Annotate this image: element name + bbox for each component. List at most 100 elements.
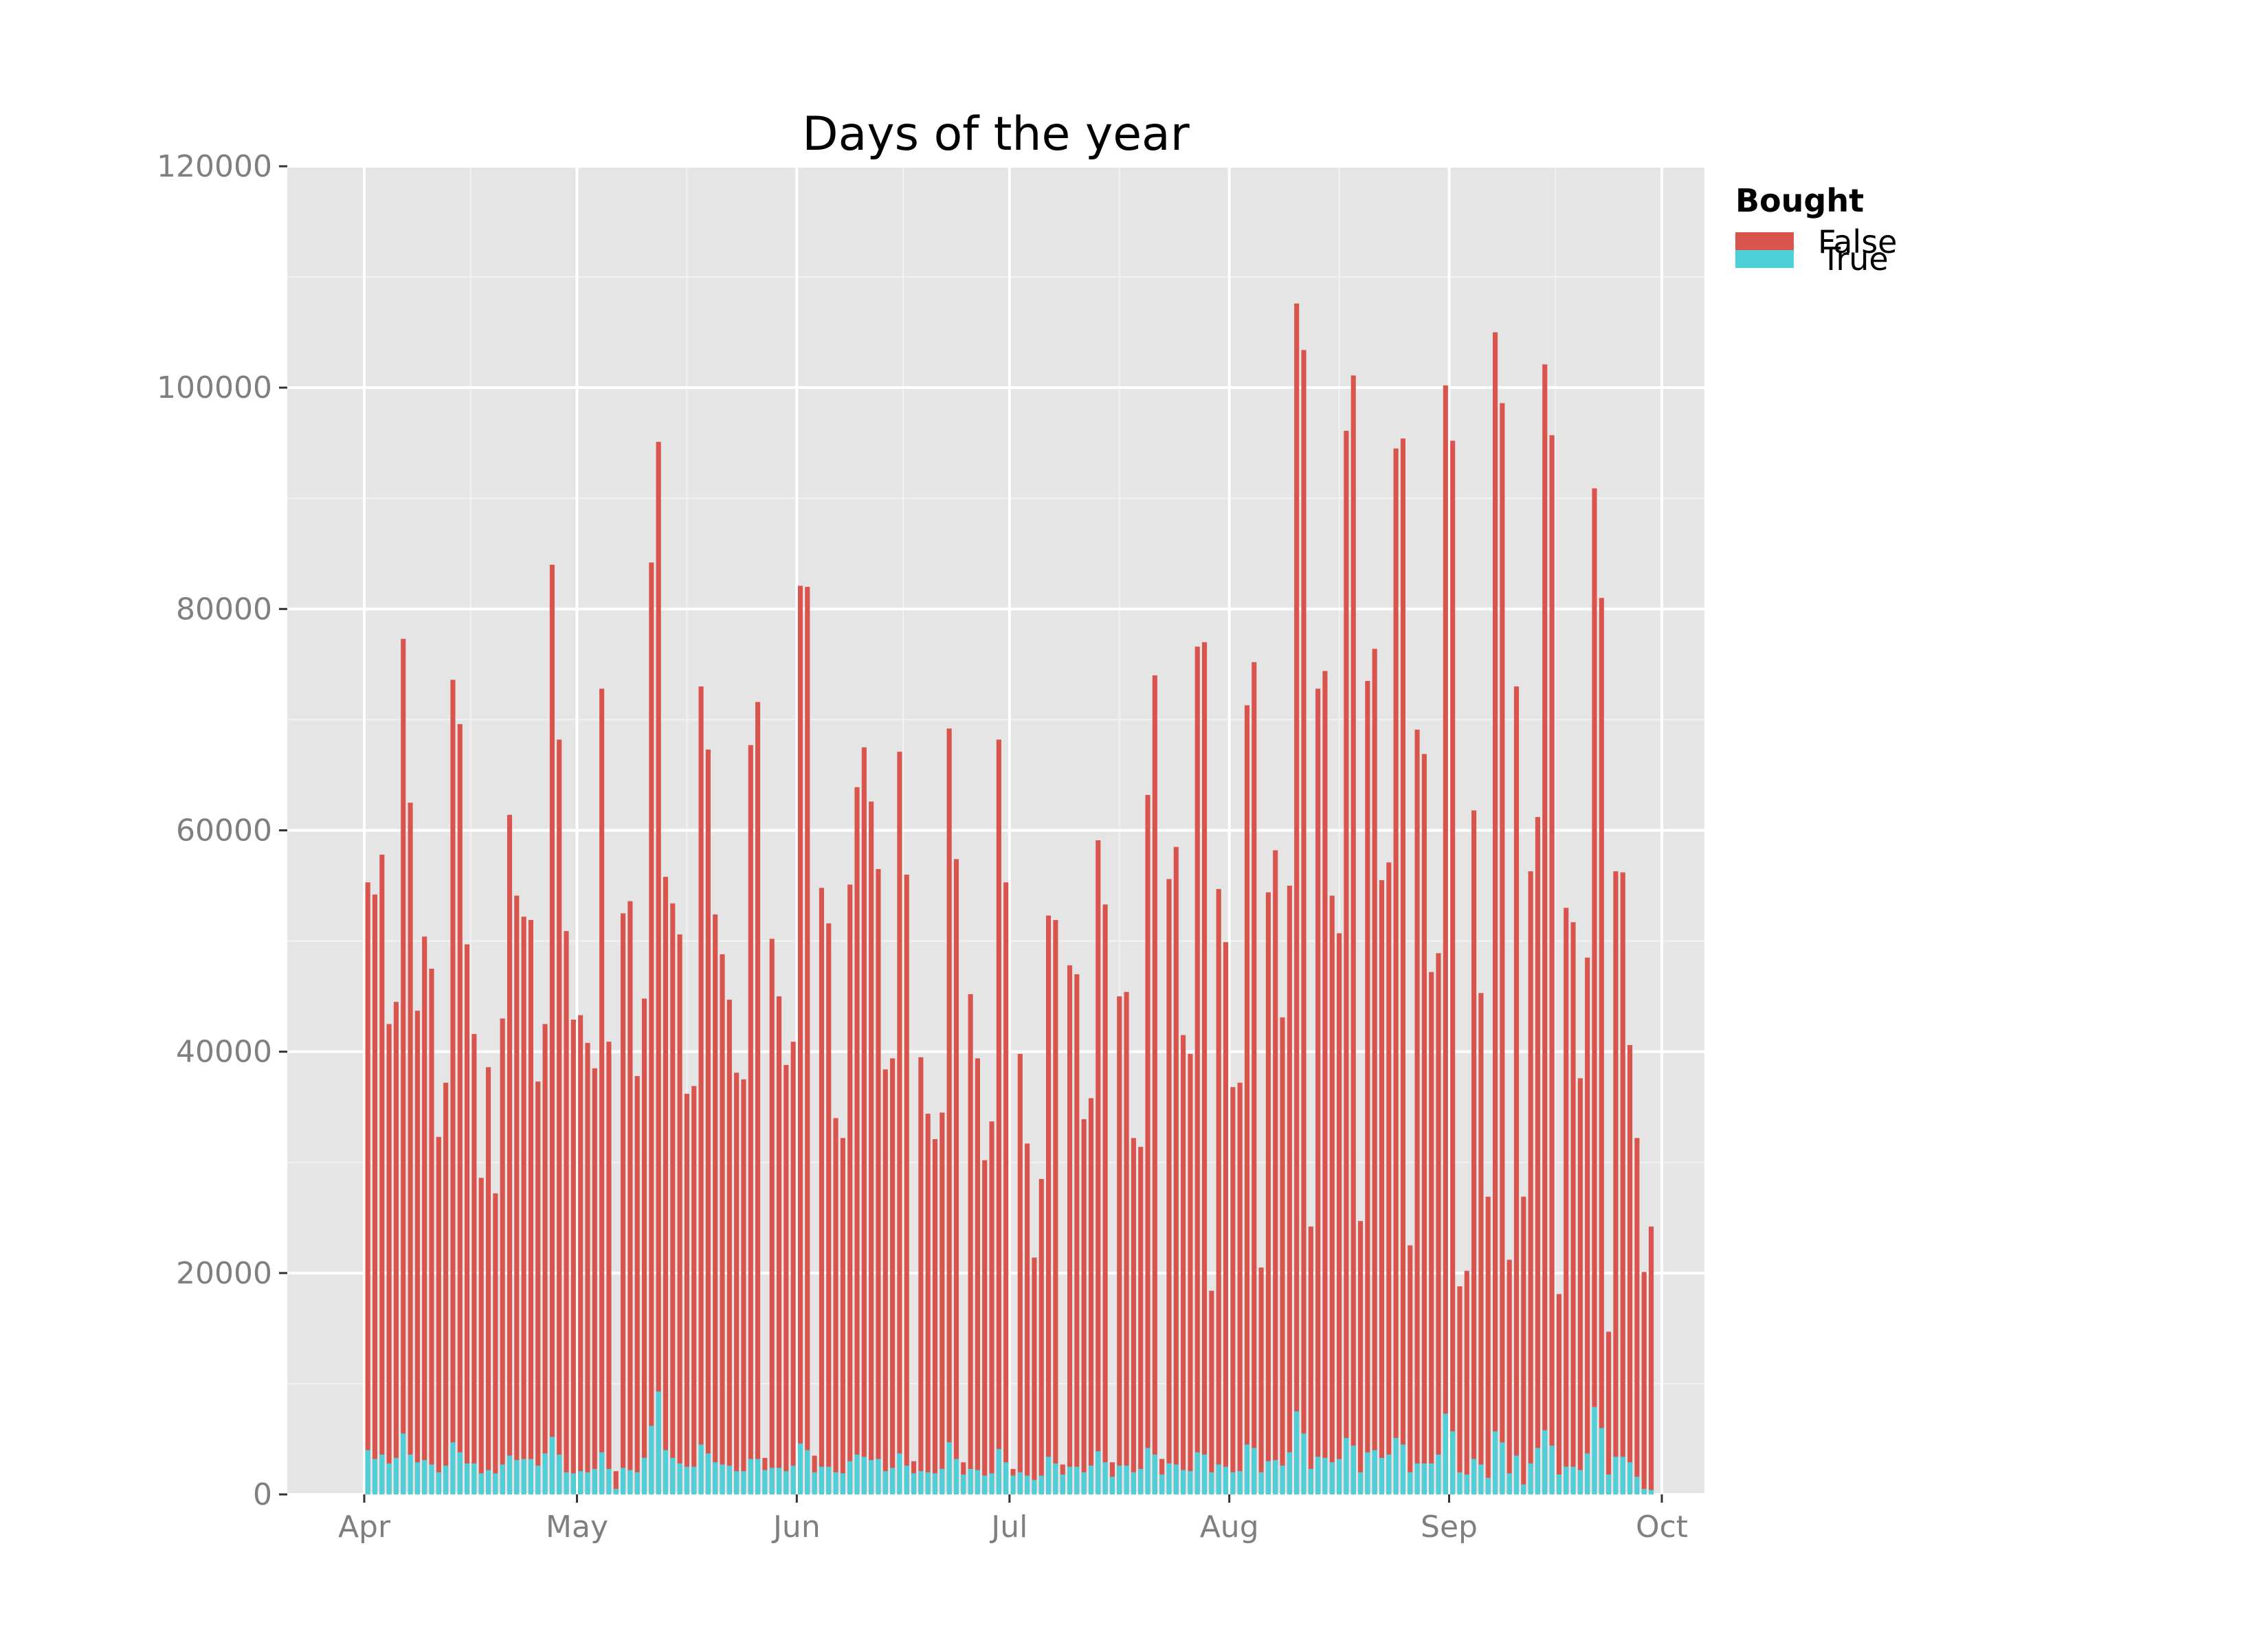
bar-true <box>649 1426 654 1494</box>
bar-true <box>1528 1463 1533 1494</box>
bar-true <box>549 1437 555 1494</box>
bar-false <box>1287 886 1292 1494</box>
bar-true <box>592 1468 597 1494</box>
bar-false <box>833 1118 838 1494</box>
bar-false <box>1414 729 1420 1494</box>
bar-true <box>713 1462 718 1494</box>
bar-false <box>1038 1178 1044 1494</box>
axes: 0 20000 40000 60000 80000 100000 120000 Apr May J… <box>157 149 1688 1545</box>
bar-true <box>1507 1473 1512 1494</box>
bar-false <box>599 688 605 1494</box>
bar-false <box>365 882 370 1494</box>
bar-false <box>953 859 959 1494</box>
bar-false <box>670 903 676 1494</box>
bar-true <box>1088 1466 1094 1494</box>
bar-true <box>847 1461 853 1494</box>
bar-false <box>1074 974 1080 1494</box>
bar-true <box>514 1460 520 1494</box>
bar-true <box>1046 1457 1052 1494</box>
bar-true <box>663 1450 669 1494</box>
bar-true <box>1513 1455 1520 1494</box>
bar-false <box>1188 1053 1193 1494</box>
bar-false <box>1322 671 1328 1494</box>
bar-true <box>528 1459 534 1494</box>
bar-false <box>1046 915 1052 1494</box>
bar-true <box>478 1473 484 1494</box>
bar-true <box>812 1472 817 1494</box>
bar-false <box>613 1471 619 1494</box>
bar-true <box>1081 1472 1087 1494</box>
bar-true <box>741 1471 746 1494</box>
bar-false <box>734 1073 740 1494</box>
bar-true <box>1556 1474 1561 1494</box>
bar-true <box>1265 1461 1271 1494</box>
bar-false <box>1564 908 1569 1494</box>
bar-true <box>1379 1457 1385 1494</box>
bar-true <box>953 1459 959 1494</box>
bar-true <box>1577 1470 1583 1494</box>
bar-true <box>606 1468 612 1494</box>
bar-false <box>663 877 669 1494</box>
bar-true <box>869 1460 874 1494</box>
bar-false <box>1138 1147 1144 1494</box>
bar-true <box>1216 1464 1221 1494</box>
bar-false <box>1337 933 1342 1494</box>
bar-false <box>840 1138 845 1494</box>
bar-true <box>450 1442 456 1494</box>
bar-false <box>1492 332 1498 1494</box>
bar-false <box>592 1068 597 1494</box>
bar-false <box>585 1042 590 1494</box>
bar-false <box>1528 871 1533 1494</box>
bar-true <box>1570 1466 1576 1494</box>
bar-false <box>1308 1226 1313 1494</box>
bar-true <box>1436 1455 1441 1494</box>
bar-false <box>691 1086 697 1494</box>
bar-false <box>1599 598 1604 1494</box>
bar-true <box>797 1443 803 1494</box>
x-tick-label: May <box>546 1510 608 1545</box>
bar-true <box>621 1468 626 1494</box>
bar-true <box>1393 1437 1399 1494</box>
bar-false <box>1592 488 1597 1495</box>
legend: Bought False True <box>1735 182 1897 278</box>
bar-false <box>1025 1143 1030 1494</box>
bar-true <box>1648 1490 1654 1494</box>
bar-false <box>755 702 761 1494</box>
bar-false <box>748 745 753 1494</box>
bar-false <box>1577 1078 1583 1494</box>
bar-true <box>968 1468 973 1494</box>
bar-true <box>1194 1452 1200 1494</box>
bar-true <box>1237 1471 1243 1494</box>
bar-false <box>493 1193 498 1494</box>
bar-true <box>365 1450 370 1494</box>
bar-false <box>379 854 385 1494</box>
bar-true <box>1096 1451 1101 1494</box>
bar-false <box>1429 972 1434 1494</box>
bar-false <box>946 728 952 1494</box>
y-tick-label: 60000 <box>176 814 272 849</box>
bar-true <box>1053 1463 1058 1494</box>
bar-false <box>684 1093 689 1494</box>
bar-true <box>925 1472 931 1494</box>
bar-false <box>443 1082 449 1494</box>
y-tick-label: 20000 <box>176 1256 272 1291</box>
bar-true <box>1117 1466 1122 1494</box>
x-tick-label: Aug <box>1200 1510 1259 1545</box>
bar-false <box>925 1113 931 1494</box>
bar-false <box>996 739 1001 1494</box>
bar-true <box>1109 1477 1115 1494</box>
bar-true <box>500 1464 505 1494</box>
bar-true <box>1258 1472 1264 1494</box>
bar-true <box>783 1471 789 1494</box>
bar-true <box>408 1455 413 1494</box>
bar-true <box>1357 1472 1364 1494</box>
bar-true <box>1478 1464 1484 1494</box>
bar-false <box>776 996 782 1494</box>
bar-true <box>656 1391 661 1494</box>
bar-true <box>918 1471 924 1494</box>
legend-title: Bought <box>1735 182 1864 219</box>
bar-false <box>1542 364 1548 1495</box>
bar-false <box>805 587 810 1494</box>
bar-false <box>1280 1017 1285 1494</box>
